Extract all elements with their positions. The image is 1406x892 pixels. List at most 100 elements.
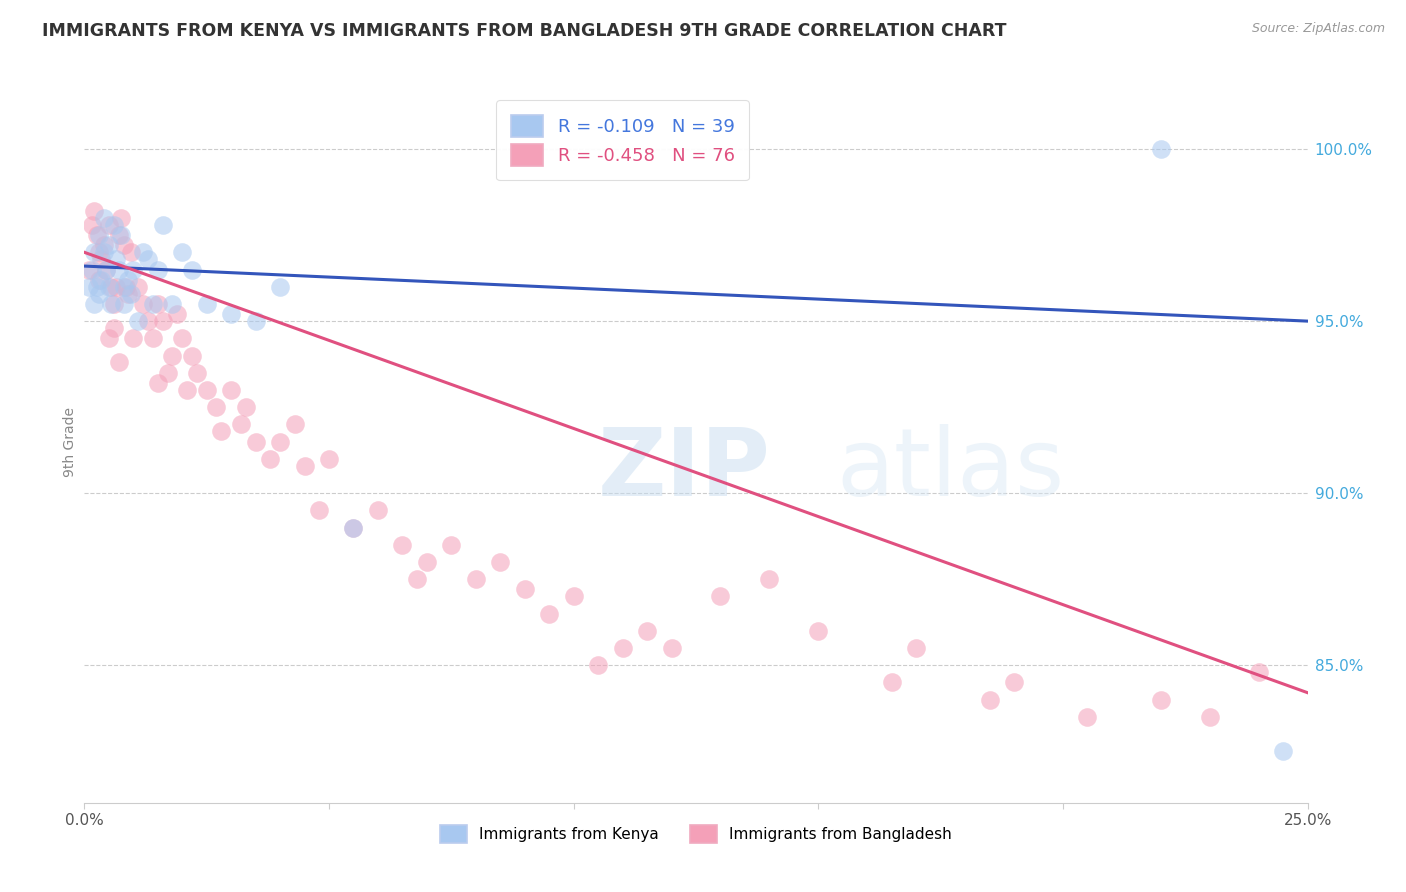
Point bbox=[880, 675, 903, 690]
Y-axis label: 9th Grade: 9th Grade bbox=[63, 407, 77, 476]
Point bbox=[97, 279, 120, 293]
Point bbox=[181, 262, 204, 277]
Point bbox=[152, 314, 174, 328]
Point bbox=[391, 538, 413, 552]
Point bbox=[219, 383, 242, 397]
Point bbox=[96, 262, 118, 277]
Point bbox=[1247, 665, 1270, 679]
Point bbox=[166, 307, 188, 321]
Point bbox=[107, 355, 129, 369]
Point bbox=[406, 572, 429, 586]
Point bbox=[136, 314, 159, 328]
Point bbox=[269, 279, 291, 293]
Point bbox=[103, 297, 125, 311]
Point bbox=[195, 297, 218, 311]
Point bbox=[709, 590, 731, 604]
Point bbox=[107, 262, 129, 277]
Point bbox=[172, 245, 194, 260]
Point bbox=[87, 245, 110, 260]
Point bbox=[205, 400, 228, 414]
Point bbox=[127, 279, 149, 293]
Point bbox=[110, 228, 132, 243]
Point bbox=[1150, 692, 1173, 706]
Point bbox=[115, 279, 138, 293]
Point bbox=[146, 297, 169, 311]
Point bbox=[342, 520, 364, 534]
Point bbox=[112, 297, 135, 311]
Point bbox=[93, 211, 115, 225]
Point bbox=[112, 279, 135, 293]
Point bbox=[176, 383, 198, 397]
Point bbox=[1002, 675, 1025, 690]
Legend: Immigrants from Kenya, Immigrants from Bangladesh: Immigrants from Kenya, Immigrants from B… bbox=[433, 819, 959, 849]
Point bbox=[245, 434, 267, 449]
Point bbox=[245, 314, 267, 328]
Point bbox=[195, 383, 218, 397]
Point bbox=[758, 572, 780, 586]
Point bbox=[136, 252, 159, 267]
Point bbox=[83, 204, 105, 219]
Point bbox=[83, 297, 105, 311]
Point bbox=[586, 658, 609, 673]
Point bbox=[1076, 710, 1098, 724]
Point bbox=[162, 349, 184, 363]
Point bbox=[181, 349, 204, 363]
Point bbox=[636, 624, 658, 638]
Point bbox=[146, 376, 169, 390]
Point bbox=[209, 424, 232, 438]
Point bbox=[103, 321, 125, 335]
Point bbox=[117, 273, 139, 287]
Point bbox=[90, 273, 112, 287]
Point bbox=[120, 245, 142, 260]
Point bbox=[97, 238, 120, 252]
Point bbox=[308, 503, 330, 517]
Point bbox=[97, 331, 120, 345]
Point bbox=[107, 228, 129, 243]
Point bbox=[562, 590, 585, 604]
Point bbox=[96, 262, 118, 277]
Point bbox=[152, 218, 174, 232]
Point bbox=[87, 273, 110, 287]
Point bbox=[142, 297, 165, 311]
Point bbox=[269, 434, 291, 449]
Text: Source: ZipAtlas.com: Source: ZipAtlas.com bbox=[1251, 22, 1385, 36]
Point bbox=[342, 520, 364, 534]
Point bbox=[162, 297, 184, 311]
Point bbox=[538, 607, 561, 621]
Point bbox=[172, 331, 194, 345]
Point bbox=[416, 555, 439, 569]
Point bbox=[93, 245, 115, 260]
Point bbox=[132, 245, 155, 260]
Point bbox=[80, 262, 103, 277]
Point bbox=[219, 307, 242, 321]
Point bbox=[97, 218, 120, 232]
Point bbox=[235, 400, 257, 414]
Point bbox=[905, 640, 928, 655]
Point bbox=[807, 624, 830, 638]
Point bbox=[122, 262, 145, 277]
Point bbox=[661, 640, 683, 655]
Point bbox=[513, 582, 536, 597]
Point bbox=[186, 366, 208, 380]
Point bbox=[83, 245, 105, 260]
Point bbox=[100, 279, 122, 293]
Point bbox=[1272, 744, 1295, 758]
Point bbox=[284, 417, 307, 432]
Point bbox=[80, 218, 103, 232]
Point bbox=[105, 252, 128, 267]
Text: IMMIGRANTS FROM KENYA VS IMMIGRANTS FROM BANGLADESH 9TH GRADE CORRELATION CHART: IMMIGRANTS FROM KENYA VS IMMIGRANTS FROM… bbox=[42, 22, 1007, 40]
Point bbox=[86, 228, 108, 243]
Point bbox=[156, 366, 179, 380]
Point bbox=[229, 417, 252, 432]
Point bbox=[612, 640, 634, 655]
Point bbox=[77, 279, 100, 293]
Point bbox=[318, 451, 340, 466]
Point bbox=[103, 218, 125, 232]
Point bbox=[90, 252, 112, 267]
Point bbox=[93, 238, 115, 252]
Point bbox=[120, 286, 142, 301]
Point bbox=[440, 538, 463, 552]
Point bbox=[100, 297, 122, 311]
Point bbox=[127, 314, 149, 328]
Point bbox=[105, 279, 128, 293]
